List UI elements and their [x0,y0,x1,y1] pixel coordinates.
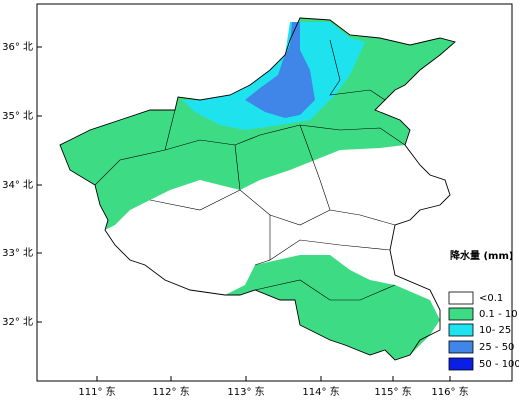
legend-swatch [448,357,474,371]
lat-label: 32° 北 [2,316,33,328]
city-border [164,109,176,151]
legend-swatch [448,340,474,354]
legend-label: 10- 25 [479,325,511,336]
lat-label: 34° 北 [2,179,33,191]
legend-label: 50 - 100 [479,359,519,370]
city-border [269,239,391,261]
region-light-rain [225,255,440,360]
legend-swatch [448,291,474,305]
city-border [329,39,386,101]
lon-label: 113° 东 [227,385,264,398]
legend-label: <0.1 [479,293,503,304]
lon-label: 112° 东 [152,385,189,398]
lat-label: 33° 北 [2,247,33,259]
legend-label: 25 - 50 [479,342,514,353]
lon-label: 111° 东 [78,385,115,398]
city-border [254,279,396,301]
legend-title: 降水量 (mm) [450,249,513,262]
province-border [59,17,456,361]
city-border [149,189,241,211]
region-moderate-rain [182,22,365,130]
legend-label: 0.1 - 10 [479,309,518,320]
city-border [94,124,406,186]
lat-label: 35° 北 [2,110,33,122]
lon-label: 115° 东 [374,385,411,398]
legend-swatch [448,307,474,321]
lon-label: 116° 东 [431,385,468,398]
city-border [269,209,331,226]
lat-label: 36° 北 [2,41,33,53]
region-heavy-rain [245,22,315,118]
lon-label: 114° 东 [302,385,339,398]
legend-swatch [448,323,474,337]
